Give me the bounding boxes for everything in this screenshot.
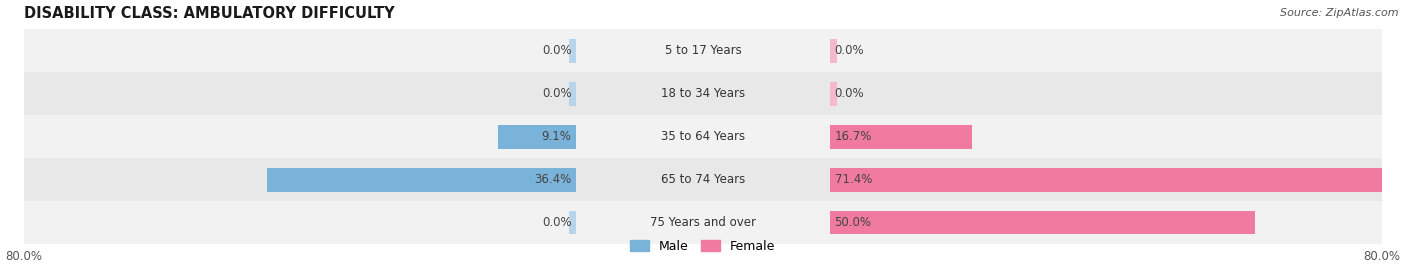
Text: Source: ZipAtlas.com: Source: ZipAtlas.com bbox=[1281, 8, 1399, 18]
Bar bbox=[569, 39, 575, 63]
Text: 16.7%: 16.7% bbox=[835, 130, 872, 143]
Bar bbox=[831, 39, 837, 63]
Bar bbox=[569, 211, 575, 235]
Text: 18 to 34 Years: 18 to 34 Years bbox=[661, 87, 745, 100]
Text: 50.0%: 50.0% bbox=[835, 216, 872, 229]
Text: 71.4%: 71.4% bbox=[835, 173, 872, 186]
Bar bbox=[24, 201, 1382, 244]
Bar bbox=[831, 82, 837, 106]
Bar bbox=[831, 211, 1254, 235]
Bar bbox=[499, 125, 575, 148]
Text: 0.0%: 0.0% bbox=[541, 44, 571, 57]
Bar bbox=[569, 82, 575, 106]
Bar bbox=[24, 115, 1382, 158]
Text: 5 to 17 Years: 5 to 17 Years bbox=[665, 44, 741, 57]
Bar bbox=[831, 168, 1406, 192]
Text: DISABILITY CLASS: AMBULATORY DIFFICULTY: DISABILITY CLASS: AMBULATORY DIFFICULTY bbox=[24, 6, 395, 20]
Text: 9.1%: 9.1% bbox=[541, 130, 571, 143]
Text: 0.0%: 0.0% bbox=[541, 87, 571, 100]
Text: 75 Years and over: 75 Years and over bbox=[650, 216, 756, 229]
Text: 0.0%: 0.0% bbox=[835, 87, 865, 100]
Bar bbox=[831, 125, 972, 148]
Bar bbox=[267, 168, 575, 192]
Bar bbox=[24, 72, 1382, 115]
Text: 35 to 64 Years: 35 to 64 Years bbox=[661, 130, 745, 143]
Text: 36.4%: 36.4% bbox=[534, 173, 571, 186]
Text: 65 to 74 Years: 65 to 74 Years bbox=[661, 173, 745, 186]
Bar bbox=[24, 158, 1382, 201]
Bar bbox=[24, 29, 1382, 72]
Text: 0.0%: 0.0% bbox=[541, 216, 571, 229]
Legend: Male, Female: Male, Female bbox=[626, 235, 780, 257]
Text: 0.0%: 0.0% bbox=[835, 44, 865, 57]
